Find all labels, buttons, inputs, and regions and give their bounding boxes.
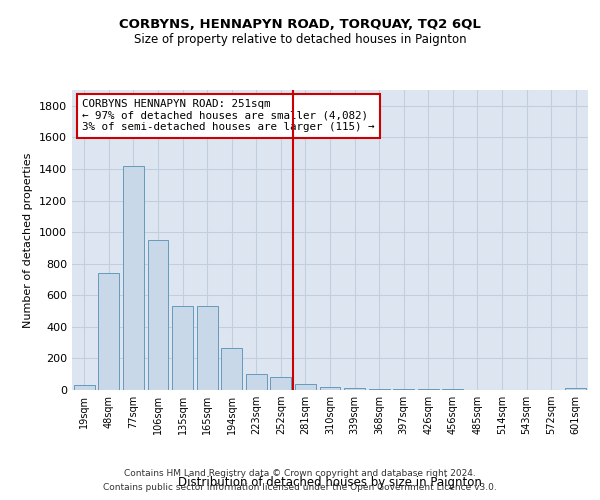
- X-axis label: Distribution of detached houses by size in Paignton: Distribution of detached houses by size …: [178, 476, 482, 489]
- Bar: [197, 306, 218, 390]
- Bar: [393, 389, 414, 390]
- Bar: [74, 386, 95, 390]
- Bar: [320, 387, 340, 390]
- Bar: [565, 388, 586, 390]
- Text: Contains public sector information licensed under the Open Government Licence v3: Contains public sector information licen…: [103, 484, 497, 492]
- Bar: [172, 306, 193, 390]
- Bar: [368, 389, 389, 390]
- Y-axis label: Number of detached properties: Number of detached properties: [23, 152, 34, 328]
- Bar: [246, 374, 267, 390]
- Bar: [271, 376, 292, 390]
- Bar: [418, 389, 439, 390]
- Bar: [98, 273, 119, 390]
- Bar: [123, 166, 144, 390]
- Text: Contains HM Land Registry data © Crown copyright and database right 2024.: Contains HM Land Registry data © Crown c…: [124, 468, 476, 477]
- Bar: [221, 348, 242, 390]
- Bar: [344, 388, 365, 390]
- Text: Size of property relative to detached houses in Paignton: Size of property relative to detached ho…: [134, 32, 466, 46]
- Bar: [148, 240, 169, 390]
- Bar: [295, 384, 316, 390]
- Text: CORBYNS, HENNAPYN ROAD, TORQUAY, TQ2 6QL: CORBYNS, HENNAPYN ROAD, TORQUAY, TQ2 6QL: [119, 18, 481, 30]
- Bar: [442, 389, 463, 390]
- Text: CORBYNS HENNAPYN ROAD: 251sqm
← 97% of detached houses are smaller (4,082)
3% of: CORBYNS HENNAPYN ROAD: 251sqm ← 97% of d…: [82, 99, 375, 132]
